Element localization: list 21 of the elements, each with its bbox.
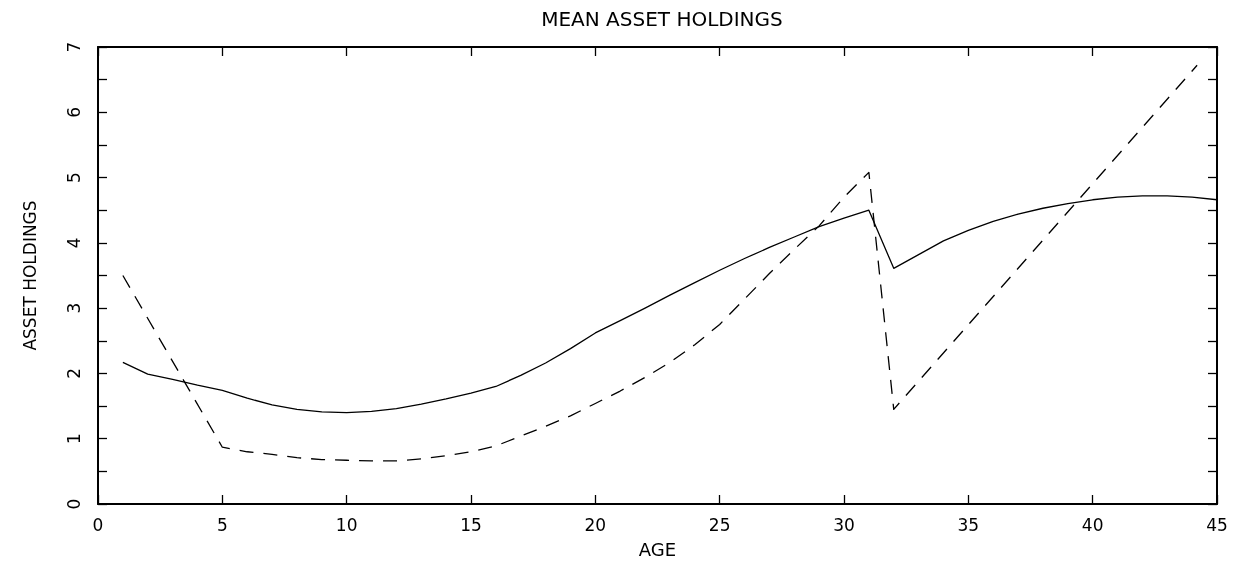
y-axis-title: ASSET HOLDINGS xyxy=(19,200,40,351)
x-tick-label: 20 xyxy=(584,514,607,535)
x-tick-label: 25 xyxy=(708,514,731,535)
y-tick-label: 7 xyxy=(63,41,84,53)
x-tick-label: 10 xyxy=(335,514,358,535)
y-tick-label: 2 xyxy=(63,368,84,379)
x-tick-label: 40 xyxy=(1081,514,1104,535)
y-tick-label: 1 xyxy=(63,433,84,445)
x-tick-label: 45 xyxy=(1206,514,1228,535)
y-tick-label: 5 xyxy=(63,172,84,183)
y-tick-label: 6 xyxy=(63,106,84,118)
x-axis-title: AGE xyxy=(638,538,677,560)
x-tick-label: 30 xyxy=(833,514,855,535)
x-tick-label: 35 xyxy=(957,514,980,535)
x-tick-label: 0 xyxy=(92,514,104,535)
chart-title: MEAN ASSET HOLDINGS xyxy=(541,7,783,31)
x-tick-label: 5 xyxy=(216,514,228,535)
y-tick-label: 4 xyxy=(63,237,84,249)
y-tick-label: 3 xyxy=(63,302,84,314)
y-tick-label: 0 xyxy=(63,498,84,510)
x-tick-label: 15 xyxy=(460,514,482,535)
